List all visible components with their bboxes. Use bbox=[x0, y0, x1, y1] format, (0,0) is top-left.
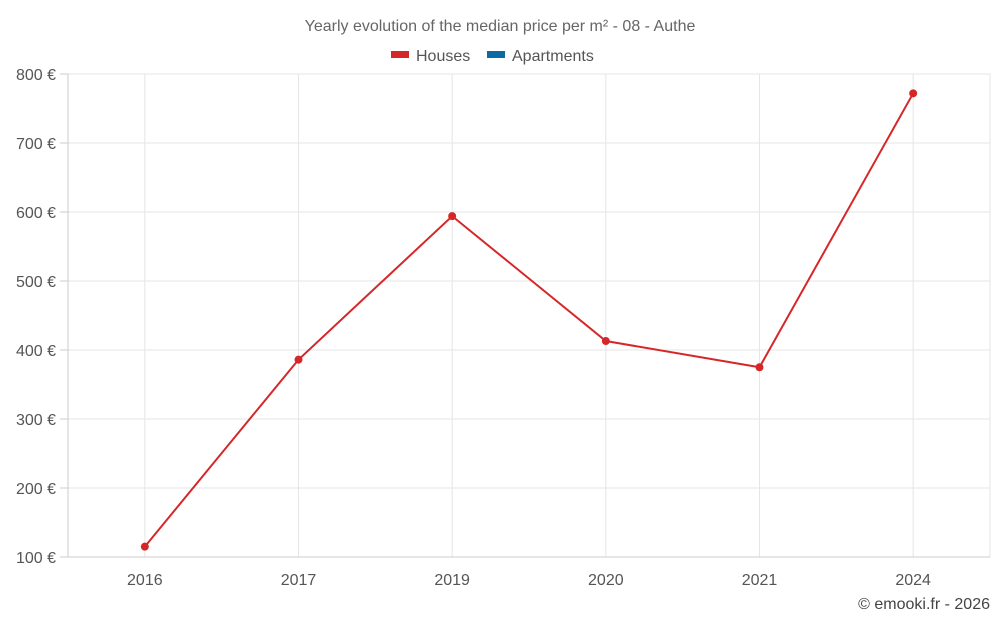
legend-item-apartments[interactable]: Apartments bbox=[487, 48, 594, 65]
credit-text: © emooki.fr - 2026 bbox=[858, 596, 990, 613]
gridlines bbox=[68, 73, 991, 557]
x-tick-label: 2021 bbox=[742, 572, 778, 589]
data-point-houses[interactable] bbox=[294, 355, 303, 364]
legend-label-apartments: Apartments bbox=[512, 48, 594, 65]
x-tick-label: 2019 bbox=[434, 572, 470, 589]
data-point-houses[interactable] bbox=[140, 542, 149, 551]
chart-title: Yearly evolution of the median price per… bbox=[305, 18, 696, 35]
data-point-houses[interactable] bbox=[909, 89, 918, 98]
legend: Houses Apartments bbox=[391, 48, 594, 65]
y-tick-label: 400 € bbox=[16, 343, 56, 360]
data-point-houses[interactable] bbox=[448, 212, 457, 221]
x-tick-label: 2017 bbox=[281, 572, 317, 589]
axes: 100 € 200 € 300 € 400 € 500 € 600 € 700 € 800 €… bbox=[16, 67, 990, 589]
y-tick-label: 300 € bbox=[16, 412, 56, 429]
y-tick-label: 800 € bbox=[16, 67, 56, 84]
series-line-houses bbox=[144, 92, 915, 548]
x-tick-label: 2016 bbox=[127, 572, 163, 589]
y-tick-label: 200 € bbox=[16, 481, 56, 498]
x-tick-label: 2020 bbox=[588, 572, 624, 589]
data-point-houses[interactable] bbox=[601, 337, 610, 346]
y-tick-label: 100 € bbox=[16, 550, 56, 567]
legend-swatch-apartments bbox=[487, 51, 505, 58]
y-tick-label: 600 € bbox=[16, 205, 56, 222]
legend-label-houses: Houses bbox=[416, 48, 470, 65]
x-tick-label: 2024 bbox=[895, 572, 931, 589]
legend-swatch-houses bbox=[391, 51, 409, 58]
data-point-houses[interactable] bbox=[755, 363, 764, 372]
y-tick-label: 500 € bbox=[16, 274, 56, 291]
series bbox=[140, 89, 918, 551]
legend-item-houses[interactable]: Houses bbox=[391, 48, 470, 65]
y-tick-label: 700 € bbox=[16, 136, 56, 153]
